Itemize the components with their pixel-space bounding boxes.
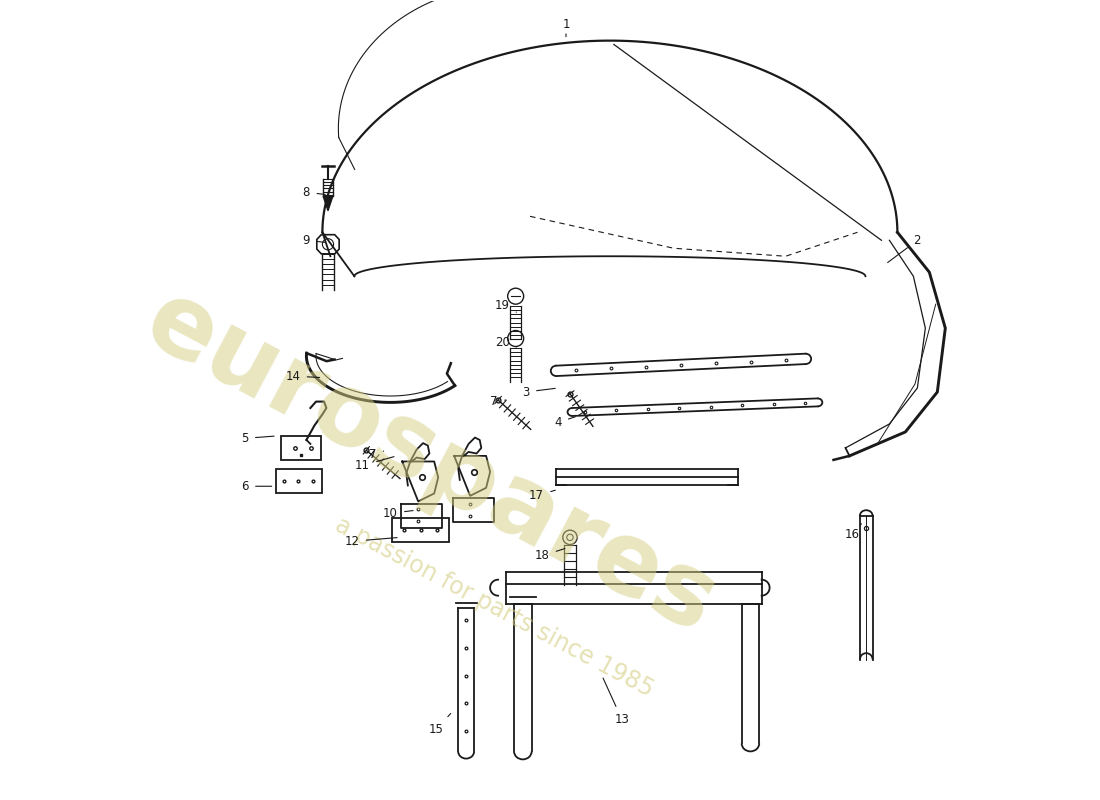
Text: 17: 17 bbox=[529, 490, 556, 502]
Text: a passion for parts since 1985: a passion for parts since 1985 bbox=[331, 514, 658, 702]
Text: 7: 7 bbox=[491, 395, 506, 408]
Text: 12: 12 bbox=[344, 535, 397, 548]
Text: 8: 8 bbox=[302, 186, 326, 199]
Text: 6: 6 bbox=[241, 480, 272, 493]
Text: 7: 7 bbox=[368, 448, 384, 461]
Text: 16: 16 bbox=[845, 524, 861, 541]
Text: 9: 9 bbox=[302, 234, 326, 246]
Polygon shape bbox=[323, 196, 333, 210]
Text: 1: 1 bbox=[562, 18, 570, 37]
Text: 13: 13 bbox=[603, 678, 629, 726]
Text: 2: 2 bbox=[888, 234, 921, 262]
Text: 20: 20 bbox=[495, 336, 517, 349]
Text: 18: 18 bbox=[535, 549, 565, 562]
Text: 3: 3 bbox=[522, 386, 556, 398]
Text: 15: 15 bbox=[429, 714, 451, 735]
Text: 4: 4 bbox=[554, 416, 575, 429]
Text: 10: 10 bbox=[383, 507, 414, 520]
Text: 11: 11 bbox=[355, 457, 394, 472]
Text: 19: 19 bbox=[495, 299, 517, 312]
Text: eurospares: eurospares bbox=[129, 273, 732, 655]
Text: 5: 5 bbox=[241, 432, 274, 445]
Text: 14: 14 bbox=[285, 370, 320, 382]
